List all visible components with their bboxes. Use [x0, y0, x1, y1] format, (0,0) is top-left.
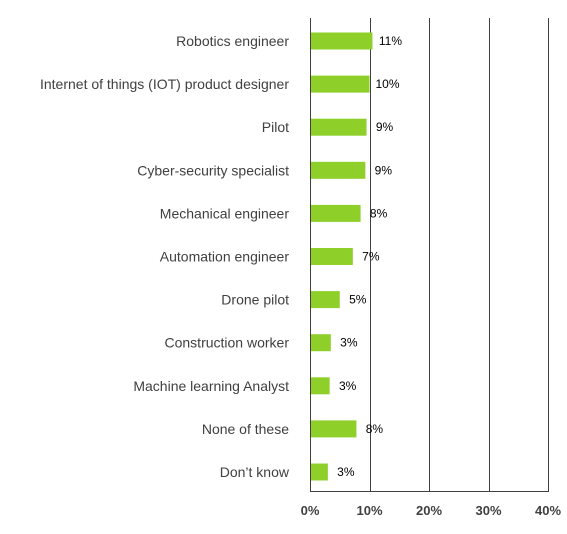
category-label: Drone pilot: [221, 292, 289, 308]
bar: [310, 75, 370, 93]
data-label: 3%: [337, 465, 355, 479]
data-label: 10%: [375, 77, 399, 91]
category-label: Pilot: [262, 119, 289, 135]
category-label: Mechanical engineer: [160, 205, 290, 221]
data-label: 9%: [376, 120, 394, 134]
category-label: None of these: [202, 421, 289, 437]
category-label: Don’t know: [220, 464, 290, 480]
data-label: 3%: [339, 379, 357, 393]
x-tick-label: 40%: [535, 503, 561, 518]
bar: [310, 420, 357, 438]
x-tick-label: 0%: [301, 503, 320, 518]
data-label: 9%: [375, 163, 393, 177]
bar: [310, 334, 331, 352]
x-tick-label: 20%: [416, 503, 442, 518]
bar: [310, 32, 373, 50]
bar: [310, 291, 340, 309]
category-label: Construction worker: [165, 335, 290, 351]
data-label: 8%: [366, 422, 384, 436]
category-label: Robotics engineer: [176, 33, 289, 49]
data-label: 3%: [340, 336, 358, 350]
bar: [310, 161, 366, 179]
data-label: 8%: [370, 206, 388, 220]
bar: [310, 118, 367, 136]
category-label: Cyber-security specialist: [137, 162, 289, 178]
data-label: 7%: [362, 250, 380, 264]
category-label: Internet of things (IOT) product designe…: [40, 76, 289, 92]
data-label: 11%: [379, 34, 402, 48]
bar: [310, 248, 353, 265]
bar: [310, 377, 330, 395]
bar: [310, 463, 328, 481]
data-label: 5%: [349, 293, 367, 307]
bar: [310, 204, 361, 222]
category-label: Automation engineer: [160, 249, 290, 265]
x-tick-label: 10%: [356, 503, 382, 518]
category-label: Machine learning Analyst: [133, 378, 289, 394]
x-tick-label: 30%: [475, 503, 501, 518]
